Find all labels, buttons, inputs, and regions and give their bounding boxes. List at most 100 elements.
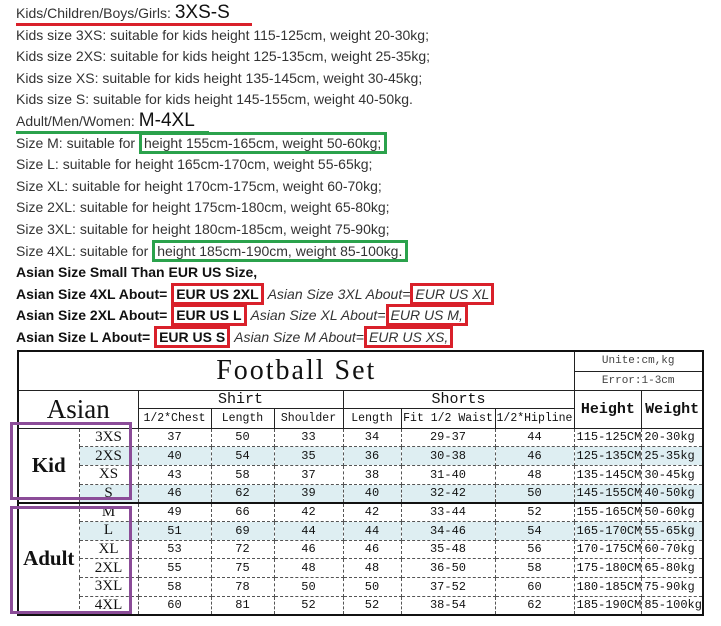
kid-label: Kid [17, 427, 80, 504]
weight-header: Weight [641, 389, 704, 429]
value-cell: 44 [273, 520, 344, 541]
value-cell: 30-45kg [641, 464, 704, 485]
value-cell: 37 [273, 464, 344, 485]
value-cell: 50-60kg [641, 502, 704, 522]
value-cell: 33 [273, 427, 344, 448]
value-cell: 55-65kg [641, 520, 704, 541]
value-cell: 46 [137, 483, 212, 504]
conversion-label: Asian Size L About= [16, 328, 151, 345]
value-cell: 34-46 [400, 520, 496, 541]
value-cell: 44 [494, 427, 575, 448]
value-cell: 54 [494, 520, 575, 541]
table-row: L 51 69 44 44 34-46 54 165-170CM 55-65kg [18, 520, 704, 541]
size-4xl-highlight: height 185cm-190cm, weight 85-100kg. [152, 239, 409, 262]
size-cell: 4XL [78, 595, 139, 616]
value-cell: 48 [342, 558, 402, 578]
value-cell: 40 [342, 483, 402, 504]
shirt-header: Shirt [137, 389, 344, 409]
adult-range: M-4XL [138, 109, 195, 131]
adult-highlight-box [10, 506, 132, 614]
value-cell: 35-48 [400, 539, 496, 560]
size-m-highlight: height 155cm-165cm, weight 50-60kg; [138, 131, 388, 154]
value-cell: 48 [273, 558, 344, 578]
value-cell: 44 [342, 520, 402, 541]
value-cell: 115-125CM [573, 427, 643, 448]
value-cell: 40 [137, 446, 212, 466]
value-cell: 36-50 [400, 558, 496, 578]
conversion-value: EUR US 2XL [171, 282, 264, 305]
value-cell: 46 [273, 539, 344, 560]
value-cell: 52 [494, 502, 575, 522]
value-cell: 29-37 [400, 427, 496, 448]
value-cell: 170-175CM [573, 539, 643, 560]
table-title: Football Set [17, 350, 575, 391]
kids-line: Kids size 3XS: suitable for kids height … [16, 26, 429, 43]
kids-heading-underline: Kids/Children/Boys/Girls: 3XS-S [16, 3, 252, 26]
size-cell: 3XL [78, 577, 139, 597]
conversion-label: Asian Size 3XL About= [267, 285, 411, 302]
size-m-prefix: Size M: suitable for [16, 134, 139, 151]
value-cell: 135-145CM [573, 464, 643, 485]
value-cell: 38-54 [400, 595, 496, 616]
value-cell: 50 [342, 577, 402, 597]
value-cell: 25-35kg [641, 446, 704, 466]
value-cell: 185-190CM [573, 595, 643, 616]
column-header: Length [342, 407, 402, 429]
value-cell: 42 [273, 502, 344, 522]
adult-line: Size 3XL: suitable for height 180cm-185c… [16, 220, 390, 237]
value-cell: 33-44 [400, 502, 496, 522]
value-cell: 75-90kg [641, 577, 704, 597]
conversion-value: EUR US S [154, 325, 231, 348]
value-cell: 49 [137, 502, 212, 522]
value-cell: 125-135CM [573, 446, 643, 466]
value-cell: 58 [137, 577, 212, 597]
value-cell: 32-42 [400, 483, 496, 504]
adult-heading: Adult/Men/Women: [16, 112, 135, 129]
value-cell: 50 [210, 427, 275, 448]
adult-line: Size 2XL: suitable for height 175cm-180c… [16, 199, 390, 216]
size-chart: Football Set Unite:cm,kg Error:1-3cm Asi… [10, 350, 704, 616]
value-cell: 54 [210, 446, 275, 466]
value-cell: 52 [342, 595, 402, 616]
kids-range: 3XS-S [174, 2, 230, 23]
column-header: Fit 1/2 Waist [400, 407, 496, 429]
value-cell: 65-80kg [641, 558, 704, 578]
value-cell: 55 [137, 558, 212, 578]
value-cell: 35 [273, 446, 344, 466]
error-label: Error:1-3cm [573, 370, 704, 391]
conversion-value: EUR US M, [385, 304, 468, 327]
conversion-value: EUR US L [171, 304, 247, 327]
value-cell: 20-30kg [641, 427, 704, 448]
value-cell: 60-70kg [641, 539, 704, 560]
table-row: 4XL 60 81 52 52 38-54 62 185-190CM 85-100kg [18, 595, 704, 616]
kids-line: Kids size S: suitable for kids height 14… [16, 91, 413, 108]
adult-line: Size XL: suitable for height 170cm-175cm… [16, 177, 382, 194]
value-cell: 180-185CM [573, 577, 643, 597]
conversion-label: Asian Size XL About= [250, 307, 386, 324]
value-cell: 62 [210, 483, 275, 504]
adult-line: Size L: suitable for height 165cm-170cm,… [16, 156, 373, 173]
value-cell: 37 [137, 427, 212, 448]
size-4xl-prefix: Size 4XL: suitable for [16, 242, 153, 259]
height-header: Height [573, 389, 643, 429]
column-header: Length [210, 407, 275, 429]
value-cell: 51 [137, 520, 212, 541]
value-cell: 155-165CM [573, 502, 643, 522]
value-cell: 36 [342, 446, 402, 466]
column-header: 1/2*Hipline [494, 407, 575, 429]
value-cell: 145-155CM [573, 483, 643, 504]
asian-note: Asian Size Small Than EUR US Size, [16, 264, 258, 281]
value-cell: 56 [494, 539, 575, 560]
value-cell: 58 [210, 464, 275, 485]
value-cell: 37-52 [400, 577, 496, 597]
table-row: 2XL 55 75 48 48 36-50 58 175-180CM 65-80kg [18, 558, 704, 578]
value-cell: 175-180CM [573, 558, 643, 578]
kids-heading: Kids/Children/Boys/Girls: [16, 5, 171, 21]
size-table: Football Set Unite:cm,kg Error:1-3cm Asi… [17, 350, 704, 616]
size-cell: 2XS [78, 446, 139, 466]
conversion-value: EUR US XS, [363, 325, 454, 348]
table-row: Kid 3XS 37 50 33 34 29-37 44 115-125CM 20-30kg [17, 427, 704, 504]
value-cell: 60 [494, 577, 575, 597]
conversion-label: Asian Size M About= [234, 328, 364, 345]
value-cell: 58 [494, 558, 575, 578]
